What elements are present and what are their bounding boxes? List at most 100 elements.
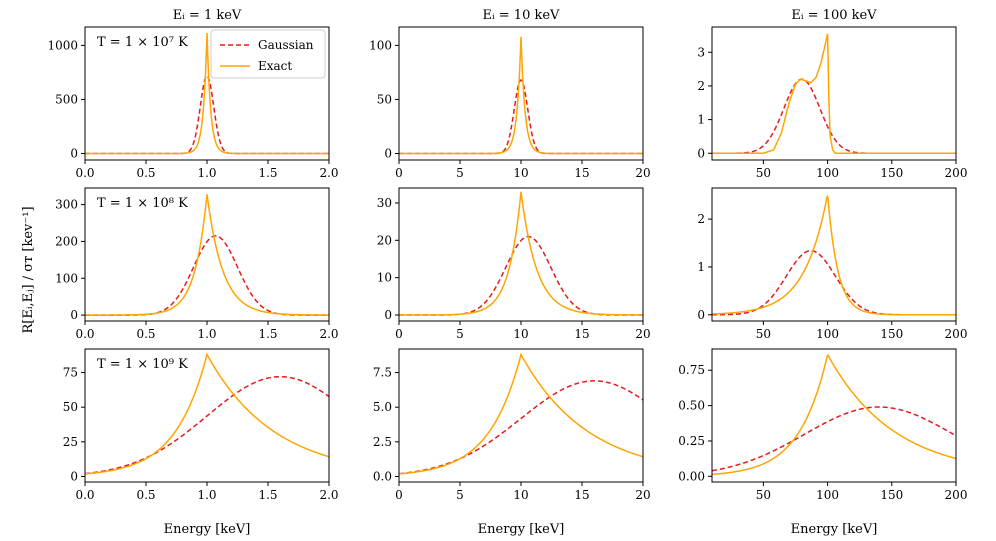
exact-series-line [712,33,956,155]
temperature-annotation: T = 1 × 10⁸ K [97,196,188,211]
panel-1-1: 0 5 10 15 20 0 10 20 30 [377,187,651,341]
y-tick-label: 2.5 [373,435,392,449]
x-tick-label: 50 [756,488,771,502]
x-tick-label: 1.0 [197,166,216,180]
y-tick-label: 2 [697,79,705,93]
y-tick-label: 0.00 [678,469,705,483]
y-tick-label: 0.75 [678,363,705,377]
x-tick-label: 20 [635,166,650,180]
x-axis-label-col-1: Energy [keV] [478,522,565,537]
exact-series-line [399,352,643,475]
x-tick-label: 1.0 [197,327,216,341]
x-tick-label: 50 [756,166,771,180]
x-tick-label: 0.5 [136,488,155,502]
x-tick-label: 1.0 [197,488,216,502]
legend: Gaussian Exact [210,29,326,79]
x-tick-label: 5 [456,488,464,502]
x-tick-label: 0 [395,166,403,180]
y-tick-label: 75 [63,366,78,380]
y-tick-label: 100 [369,38,392,52]
x-tick-label: 1.5 [258,488,277,502]
x-tick-label: 10 [513,166,528,180]
x-tick-label: 0.0 [75,327,94,341]
gaussian-series-line [399,79,643,155]
y-tick-label: 7.5 [373,366,392,380]
x-tick-label: 100 [816,327,839,341]
x-tick-label: 100 [816,166,839,180]
temperature-annotation: T = 1 × 10⁹ K [97,357,188,372]
x-axis-label-col-2: Energy [keV] [791,522,878,537]
y-tick-label: 1000 [47,38,78,52]
panel-2-0: 0.0 0.5 1.0 1.5 2.0 0 25 50 75 T = 1 × 10⁹ K [63,348,339,502]
x-tick-label: 15 [574,166,589,180]
x-tick-label: 20 [635,488,650,502]
panel-1-2: 50 100 150 200 0 1 2 [697,187,968,341]
gaussian-series-line [712,406,956,472]
x-tick-label: 10 [513,327,528,341]
x-tick-label: 0.0 [75,488,94,502]
gaussian-series-line [712,249,956,316]
y-tick-label: 30 [377,196,392,210]
panel-0-2: 50 100 150 200 0 1 2 3 Eᵢ = 100 keV [697,8,967,180]
x-tick-label: 2.0 [319,488,338,502]
legend-exact-label: Exact [258,59,292,73]
y-tick-label: 0.25 [678,434,705,448]
x-tick-label: 0.5 [136,166,155,180]
temperature-annotation: T = 1 × 10⁷ K [97,35,188,50]
gaussian-series-line [85,75,329,155]
y-tick-label: 3 [697,45,705,59]
legend-gaussian-label: Gaussian [258,38,314,52]
exact-series-line [85,352,329,475]
y-tick-label: 0 [697,146,705,160]
x-tick-label: 200 [945,166,968,180]
panel-frame [711,187,957,322]
exact-series-line [85,194,329,316]
x-tick-label: 2.0 [319,166,338,180]
panel-0-1: 0 5 10 15 20 0 50 100 Eᵢ = 10 keV [369,8,651,180]
panel-title: Eᵢ = 10 keV [483,8,561,23]
gaussian-series-line [712,78,956,155]
x-axis-label-col-0: Energy [keV] [164,522,251,537]
x-tick-label: 100 [816,488,839,502]
y-axis-label: R[Eᵢ,Eⱼ] / σᴛ [kev⁻¹] [21,206,36,333]
panel-1-0: 0.0 0.5 1.0 1.5 2.0 0 100 200 300 T = 1 × 10⁸ K [55,187,339,341]
x-tick-label: 5 [456,327,464,341]
exact-series-line [399,191,643,316]
x-tick-label: 0 [395,488,403,502]
exact-series-line [712,353,956,476]
x-tick-label: 50 [756,327,771,341]
y-tick-label: 25 [63,435,78,449]
x-tick-label: 20 [635,327,650,341]
y-tick-label: 0 [384,147,392,161]
y-tick-label: 0 [697,308,705,322]
y-tick-label: 0.50 [678,399,705,413]
x-tick-label: 0 [395,327,403,341]
x-tick-label: 150 [880,327,903,341]
x-tick-label: 200 [945,327,968,341]
y-tick-label: 300 [55,198,78,212]
gaussian-series-line [399,380,643,475]
y-tick-label: 0 [384,308,392,322]
panel-frame [398,348,644,483]
y-tick-label: 20 [377,233,392,247]
x-tick-label: 200 [945,488,968,502]
panel-2-1: 0 5 10 15 20 0.0 2.5 5.0 7.5 [373,348,651,502]
y-tick-label: 2 [697,212,705,226]
x-tick-label: 0.5 [136,327,155,341]
x-tick-label: 150 [880,488,903,502]
y-tick-label: 0 [70,147,78,161]
x-tick-label: 15 [574,488,589,502]
y-tick-label: 1 [697,113,705,127]
panel-frame [398,187,644,322]
exact-series-line [399,36,643,155]
y-tick-label: 50 [63,400,78,414]
panel-frame [711,26,957,161]
x-tick-label: 2.0 [319,327,338,341]
y-tick-label: 200 [55,234,78,248]
x-tick-label: 1.5 [258,166,277,180]
x-tick-label: 10 [513,488,528,502]
gaussian-series-line [85,375,329,475]
panel-0-0: 0.0 0.5 1.0 1.5 2.0 0 500 1000 Eᵢ = 1 keV T = 1 ×… [47,8,338,180]
